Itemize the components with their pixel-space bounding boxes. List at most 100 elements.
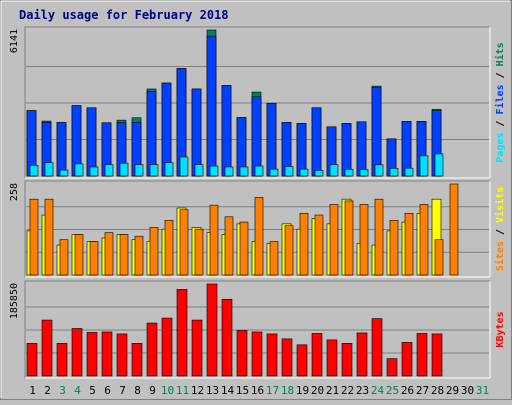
bar-kbytes	[356, 332, 368, 377]
bar-kbytes	[236, 330, 248, 377]
bar-kbytes	[221, 298, 233, 377]
bar-sites	[194, 228, 204, 276]
bar-pages	[269, 168, 279, 177]
panels-layer: 6141 Pages / Files / Hits 258 Sites / Visit…	[9, 26, 506, 379]
bar-files	[311, 107, 322, 177]
bar-files	[341, 123, 352, 177]
bar-sites	[329, 204, 339, 276]
x-tick-label: 18	[281, 384, 294, 397]
bar-pages	[299, 168, 309, 177]
x-tick-label: 16	[251, 384, 264, 397]
bar-sites	[404, 212, 414, 276]
bar-files	[266, 102, 277, 177]
side-series-label: KBytes	[495, 311, 506, 347]
bar-pages	[194, 164, 204, 177]
bar-kbytes	[161, 317, 173, 377]
bar-pages	[389, 168, 399, 177]
bar-kbytes	[86, 332, 98, 377]
x-tick-label: 8	[134, 384, 141, 397]
bar-pages	[404, 167, 414, 177]
bar-sites	[224, 216, 234, 276]
x-tick-label: 20	[311, 384, 324, 397]
x-tick-label: 14	[221, 384, 235, 397]
panel-kbytes: 185850 KBytes	[9, 280, 506, 379]
bar-kbytes	[191, 319, 203, 377]
bar-pages	[179, 156, 189, 177]
bar-sites	[179, 209, 189, 276]
bar-sites	[374, 198, 384, 276]
side-series-label: Sites / Visits	[494, 187, 506, 271]
x-tick-label: 27	[416, 384, 429, 397]
bar-sites	[74, 234, 84, 276]
side-label-part: Sites	[494, 241, 506, 271]
bar-files	[296, 123, 307, 177]
x-tick-label: 31	[476, 384, 489, 397]
bar-sites	[104, 232, 114, 276]
side-label-part: Pages	[495, 133, 506, 163]
bar-kbytes	[146, 322, 158, 377]
bar-sites	[344, 200, 354, 276]
bar-kbytes	[206, 283, 218, 377]
bar-kbytes	[116, 333, 128, 377]
bar-files	[221, 85, 232, 177]
x-tick-label: 7	[119, 384, 126, 397]
bar-pages	[74, 163, 84, 177]
x-tick-label: 3	[59, 384, 66, 397]
bar-sites	[89, 241, 99, 276]
panel-visits-sites: 258 Sites / Visits	[9, 180, 506, 278]
side-label-part: KBytes	[495, 311, 506, 347]
bar-sites	[359, 204, 369, 276]
bar-pages	[434, 153, 444, 177]
bar-pages	[374, 164, 384, 177]
y-axis-max-label: 185850	[9, 283, 20, 319]
bar-pages	[89, 166, 99, 177]
x-tick-label: 26	[401, 384, 414, 397]
x-tick-label: 19	[296, 384, 309, 397]
bar-sites	[449, 183, 459, 276]
bar-files	[356, 121, 367, 177]
bar-pages	[164, 162, 174, 177]
bar-sites	[29, 198, 39, 276]
x-tick-label: 2	[44, 384, 51, 397]
bar-sites	[314, 214, 324, 276]
bar-kbytes	[281, 338, 293, 377]
x-tick-label: 24	[371, 384, 385, 397]
bar-sites	[44, 198, 54, 276]
y-axis-max-label: 258	[9, 183, 20, 201]
bar-kbytes	[371, 318, 383, 377]
bar-sites	[239, 221, 249, 276]
bar-kbytes	[311, 333, 323, 377]
bar-kbytes	[131, 343, 143, 377]
x-tick-label: 28	[431, 384, 444, 397]
bar-kbytes	[401, 342, 413, 377]
x-tick-label: 29	[446, 384, 459, 397]
bar-kbytes	[101, 331, 113, 377]
panel-hits-files-pages: 6141 Pages / Files / Hits	[9, 26, 506, 179]
bar-sites	[164, 220, 174, 276]
bar-files	[56, 122, 67, 177]
x-tick-label: 5	[89, 384, 96, 397]
bar-kbytes	[341, 343, 353, 377]
bar-files	[161, 82, 172, 177]
x-tick-label: 25	[386, 384, 399, 397]
bar-kbytes	[326, 339, 338, 377]
bar-pages	[329, 164, 339, 177]
x-tick-label: 4	[74, 384, 81, 397]
bar-sites	[389, 220, 399, 276]
bar-pages	[209, 165, 219, 177]
bar-sites	[299, 212, 309, 276]
bar-kbytes	[26, 343, 38, 377]
bar-kbytes	[386, 358, 398, 377]
bar-files	[146, 91, 157, 177]
bar-sites	[134, 235, 144, 276]
x-tick-label: 12	[191, 384, 204, 397]
bar-pages	[119, 162, 129, 177]
bar-pages	[59, 169, 69, 177]
x-tick-label: 23	[356, 384, 369, 397]
x-tick-label: 6	[104, 384, 111, 397]
bar-pages	[239, 166, 249, 177]
bar-files	[191, 88, 202, 177]
bar-pages	[314, 169, 324, 177]
